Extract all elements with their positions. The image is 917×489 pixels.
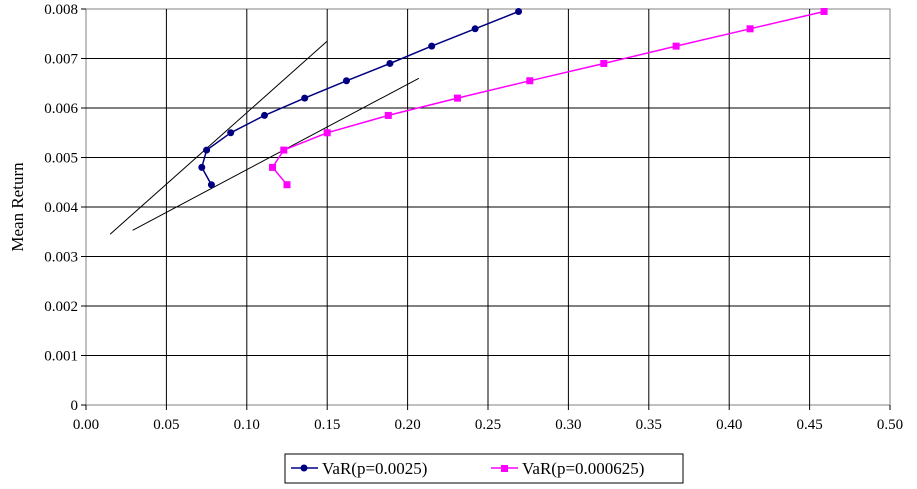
y-tick-label: 0.007 xyxy=(44,52,78,68)
x-tick-label: 0.25 xyxy=(475,417,501,433)
series-1-point xyxy=(203,146,211,154)
series-2-point xyxy=(746,25,754,33)
series-1-point xyxy=(515,7,523,15)
legend-box xyxy=(284,453,684,484)
series-1-point xyxy=(198,163,206,171)
y-tick-label: 0.002 xyxy=(44,299,78,315)
tangent-line-2 xyxy=(132,77,420,231)
y-tick-label: 0.001 xyxy=(44,349,78,365)
series-2-point xyxy=(384,111,392,119)
y-tick-label: 0.008 xyxy=(44,2,78,18)
series-2-point xyxy=(283,181,291,189)
series-2-point xyxy=(323,129,331,137)
x-tick-label: 0.45 xyxy=(796,417,822,433)
series-1-point xyxy=(342,77,350,85)
x-tick-label: 0.05 xyxy=(153,417,179,433)
y-tick-label: 0.004 xyxy=(44,200,78,216)
y-axis-title: Mean Return xyxy=(8,162,27,252)
series-1-point xyxy=(227,129,235,137)
x-axis-tick-labels: 0.00 0.05 0.10 0.15 0.20 0.25 0.30 0.35 0.40 0.45… xyxy=(73,417,903,433)
x-tick-label: 0.30 xyxy=(555,417,581,433)
x-tick-label: 0.50 xyxy=(877,417,903,433)
series-2-point xyxy=(820,7,828,15)
y-tick-label: 0.006 xyxy=(44,101,78,117)
grid-lines xyxy=(81,8,891,410)
series-1-point xyxy=(428,42,436,50)
x-tick-label: 0.35 xyxy=(636,417,662,433)
legend-marker-series-1 xyxy=(300,464,308,472)
y-tick-label: 0 xyxy=(71,398,79,414)
series-1-point xyxy=(301,94,309,102)
legend: VaR(p=0.0025) VaR(p=0.000625) xyxy=(284,453,684,484)
series-1-point xyxy=(386,59,394,67)
series-1-point xyxy=(207,181,215,189)
tangent-lines xyxy=(109,40,420,235)
tangent-line-1 xyxy=(109,40,328,235)
x-tick-label: 0.40 xyxy=(716,417,742,433)
y-tick-label: 0.005 xyxy=(44,151,78,167)
series-2-point xyxy=(280,146,288,154)
series-1-point xyxy=(260,111,268,119)
x-tick-label: 0.15 xyxy=(314,417,340,433)
legend-marker-series-2 xyxy=(501,465,508,472)
series-2-point xyxy=(672,42,680,50)
series-1-point xyxy=(471,25,479,33)
series-2-point xyxy=(453,94,461,102)
legend-label-series-2: VaR(p=0.000625) xyxy=(522,459,644,478)
x-tick-label: 0.00 xyxy=(73,417,99,433)
x-tick-label: 0.20 xyxy=(394,417,420,433)
y-axis-tick-labels: 0 0.001 0.002 0.003 0.004 0.005 0.006 0.007 0.00… xyxy=(44,2,78,414)
y-tick-label: 0.003 xyxy=(44,250,78,266)
x-tick-label: 0.10 xyxy=(234,417,260,433)
series-2-point xyxy=(600,59,608,67)
series-2-point xyxy=(526,77,534,85)
series-2-point xyxy=(269,163,277,171)
legend-label-series-1: VaR(p=0.0025) xyxy=(322,459,427,478)
series-group xyxy=(198,7,828,189)
